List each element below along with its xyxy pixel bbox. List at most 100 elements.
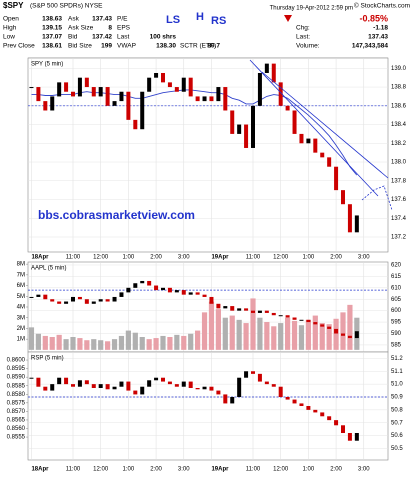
quote-label: Last bbox=[117, 34, 129, 41]
candle bbox=[98, 299, 103, 302]
candle bbox=[36, 377, 41, 387]
volume-bar bbox=[174, 334, 180, 350]
volume-bar bbox=[153, 338, 159, 350]
volume-bar bbox=[105, 341, 111, 350]
pattern-rs: RS bbox=[211, 15, 226, 27]
volume-bar bbox=[118, 335, 125, 350]
volume-bar bbox=[167, 337, 173, 350]
candle bbox=[257, 310, 262, 313]
candle bbox=[147, 380, 152, 387]
candle bbox=[299, 319, 304, 321]
candle bbox=[64, 82, 69, 92]
volume-bar bbox=[243, 323, 249, 350]
quote-label: High bbox=[3, 25, 17, 32]
candle bbox=[50, 384, 55, 391]
candle bbox=[84, 380, 89, 385]
quote-value: 80.7 bbox=[207, 43, 220, 50]
candle bbox=[341, 190, 345, 205]
candle bbox=[354, 215, 359, 233]
x-tick-label: 1:00 bbox=[123, 467, 135, 473]
y2-tick-label: 4M bbox=[17, 305, 25, 311]
candle bbox=[126, 91, 131, 120]
y-tick-label: 595 bbox=[391, 320, 402, 326]
volume-bar bbox=[70, 337, 76, 350]
volume-bar bbox=[56, 334, 62, 350]
x-tick-label: 2:00 bbox=[150, 467, 162, 473]
candle bbox=[251, 310, 255, 313]
volume-bar bbox=[298, 325, 305, 350]
y2-tick-label: 8M bbox=[17, 262, 25, 268]
volume-bar bbox=[257, 317, 263, 350]
panel-label: AAPL (5 min) bbox=[31, 266, 66, 272]
x-tick-label: 12:00 bbox=[273, 467, 289, 473]
candle bbox=[188, 381, 193, 388]
candle bbox=[77, 296, 82, 300]
candle bbox=[112, 386, 117, 390]
quote-label: Ask bbox=[68, 16, 80, 23]
candle bbox=[202, 294, 207, 297]
quote-label: Bid Size bbox=[68, 43, 92, 50]
quote-label: Chg: bbox=[296, 25, 310, 32]
volume-bar bbox=[215, 309, 221, 350]
quote-header: $SPY (S&P 500 SPDRs) NYSE © StockCharts.… bbox=[3, 1, 410, 59]
candle bbox=[161, 287, 165, 291]
volume-bar bbox=[319, 323, 325, 350]
x-tick-label: 3:00 bbox=[358, 467, 370, 473]
quote-value: 8 bbox=[108, 25, 112, 32]
candle bbox=[313, 409, 318, 413]
candle bbox=[347, 433, 352, 441]
y-tick-label: 600 bbox=[391, 308, 402, 314]
candle bbox=[43, 101, 48, 111]
candle bbox=[154, 285, 159, 291]
x-tick-label: 11:00 bbox=[66, 255, 81, 261]
candle bbox=[341, 425, 345, 433]
volume-bar bbox=[222, 317, 228, 350]
candle bbox=[98, 87, 103, 97]
candle bbox=[313, 138, 318, 153]
quote-value: 100 shrs bbox=[150, 34, 177, 41]
candle bbox=[292, 110, 297, 134]
candle bbox=[306, 319, 311, 323]
x-tick-label: 2:00 bbox=[150, 255, 162, 261]
candle bbox=[271, 63, 276, 83]
candle bbox=[91, 384, 96, 388]
candle bbox=[147, 280, 152, 286]
y-tick-label: 139.0 bbox=[391, 66, 407, 72]
candle bbox=[77, 380, 82, 387]
candle bbox=[43, 386, 48, 391]
y-tick-label: 50.5 bbox=[391, 446, 403, 452]
y2-tick-label: 0.8575 bbox=[7, 400, 26, 406]
quote-value: 137.43 bbox=[368, 34, 388, 41]
candle bbox=[230, 110, 235, 134]
volume-bar bbox=[160, 335, 166, 350]
candle bbox=[244, 124, 249, 148]
candle bbox=[230, 306, 235, 311]
pattern-ls: LS bbox=[166, 14, 180, 26]
quote-label: SCTR (ETF) bbox=[180, 43, 216, 50]
candle bbox=[285, 315, 290, 318]
moving-average bbox=[31, 89, 358, 176]
candle bbox=[71, 296, 75, 302]
quote-label: EPS bbox=[117, 25, 131, 32]
volume-bar bbox=[291, 320, 298, 350]
volume-bar bbox=[49, 337, 55, 350]
y2-tick-label: 0.8570 bbox=[7, 409, 26, 415]
volume-bar bbox=[312, 315, 318, 350]
candle bbox=[347, 204, 352, 233]
volume-bar bbox=[208, 301, 215, 350]
candle bbox=[257, 373, 262, 382]
candle bbox=[64, 301, 69, 304]
volume-bar bbox=[326, 324, 332, 350]
candle bbox=[105, 299, 110, 302]
volume-bar bbox=[305, 319, 311, 350]
candle bbox=[341, 333, 345, 336]
candle bbox=[285, 105, 290, 111]
volume-bar bbox=[188, 333, 194, 350]
y2-tick-label: 0.8600 bbox=[7, 358, 26, 364]
candle bbox=[105, 384, 110, 390]
y2-tick-label: 2M bbox=[17, 326, 25, 332]
volume-bar bbox=[84, 340, 90, 350]
y2-tick-label: 3M bbox=[17, 315, 25, 321]
y2-tick-label: 0.8565 bbox=[7, 418, 26, 424]
y-tick-label: 137.4 bbox=[391, 216, 407, 222]
